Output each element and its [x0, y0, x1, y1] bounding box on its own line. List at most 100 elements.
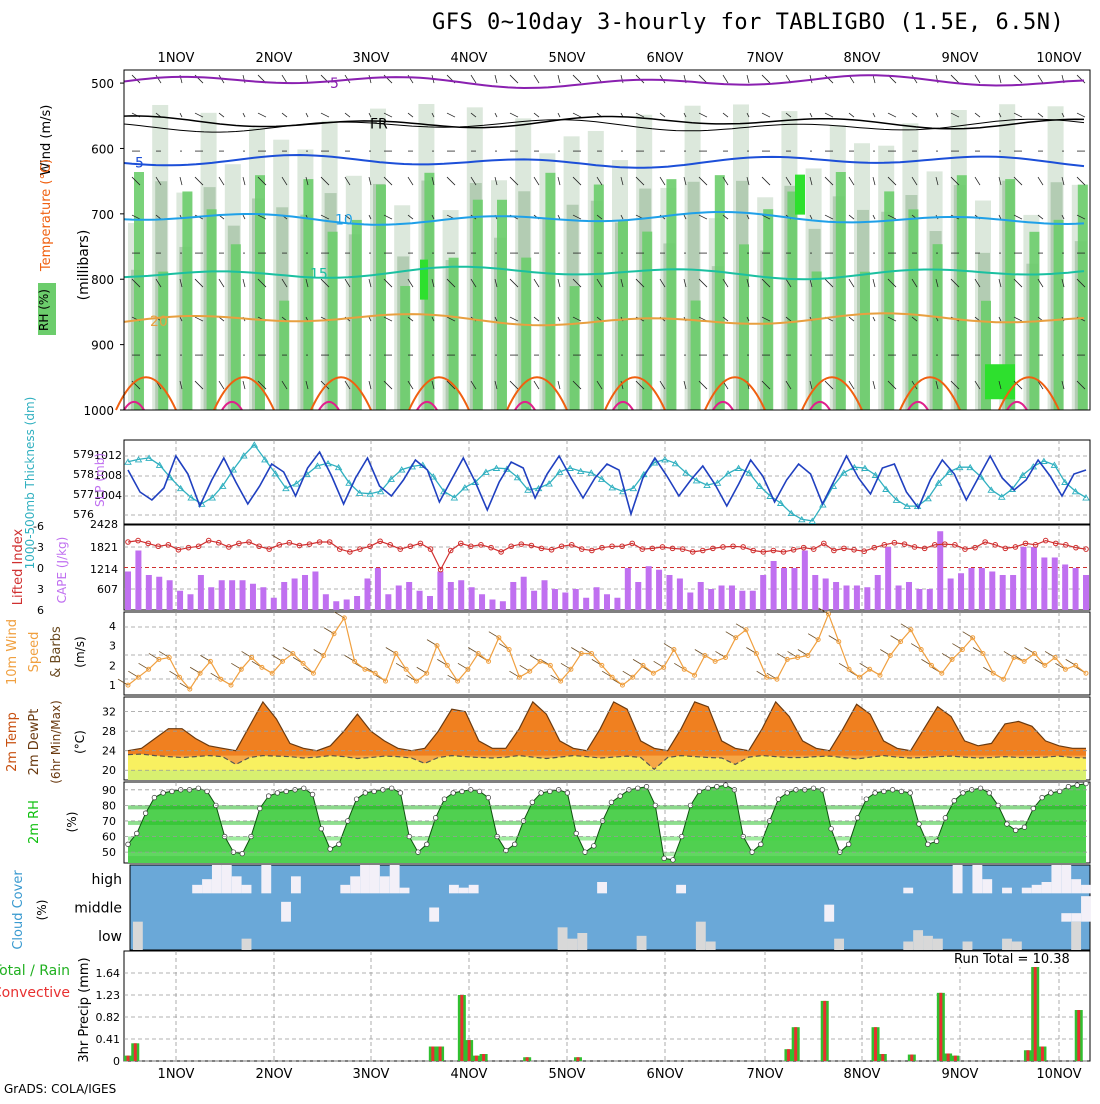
cloud-bar-high: [1002, 887, 1012, 894]
wind-barb: [785, 316, 792, 322]
lifted-marker: [861, 548, 867, 555]
slp-marker: [871, 471, 880, 478]
wind-barb: [1037, 214, 1044, 220]
slp-marker: [566, 464, 574, 471]
lifted-marker: [226, 544, 232, 550]
temp-contour-hot: [514, 400, 536, 411]
cape-bar: [333, 601, 340, 610]
rh-shade-green: [811, 271, 822, 410]
wind10m-marker: [197, 670, 203, 676]
wind10m-marker: [1073, 662, 1079, 668]
rh2m-tick: 60: [102, 831, 116, 844]
slp-marker: [692, 477, 701, 484]
slp-tick: 1004: [94, 489, 122, 502]
slp-marker: [1061, 478, 1069, 485]
cape-bar: [520, 576, 527, 610]
slp-marker: [734, 464, 743, 471]
lifted-marker: [125, 539, 131, 545]
precip-convective-bar: [786, 1049, 790, 1061]
lifted-marker: [185, 544, 192, 551]
slp-marker: [271, 470, 280, 477]
rh2m-marker: [1083, 780, 1089, 787]
rh2m-marker: [353, 796, 360, 802]
lifted-marker: [710, 545, 716, 552]
wind10m-marker: [650, 670, 656, 676]
cloud-bar-high: [389, 865, 400, 894]
lifted-marker: [468, 543, 474, 550]
cloud-bar-low: [923, 935, 933, 950]
temp-contour: [123, 312, 1085, 327]
contour-label: 5: [135, 156, 144, 172]
wind-barb: [407, 278, 414, 288]
wind10m-marker: [135, 674, 141, 680]
wind-barb: [911, 176, 918, 186]
slp-marker: [776, 499, 785, 506]
wind10m-marker: [372, 670, 378, 676]
wind-barb: [194, 176, 204, 186]
slp-marker: [145, 454, 153, 461]
x-label-top: 9NOV: [942, 51, 979, 66]
rh-shade-green: [593, 184, 604, 410]
precip-convective-bar: [482, 1054, 486, 1061]
contour-label: 10: [335, 212, 353, 228]
rh2m-marker: [142, 810, 149, 816]
wind-barb: [305, 380, 309, 390]
lifted-marker: [145, 540, 151, 547]
wind-barb: [887, 214, 897, 220]
wind-barb: [218, 112, 225, 118]
cloud-bar-middle: [1061, 913, 1072, 922]
wind-barb: [887, 112, 897, 118]
slp-marker: [218, 482, 227, 489]
ylabel-temp2m-units: (°C): [73, 730, 87, 754]
slp-marker: [429, 473, 438, 480]
precip-convective-bar: [431, 1046, 435, 1061]
wind-barb: [809, 380, 813, 390]
slp-marker: [608, 484, 617, 491]
temp-contour: [123, 211, 1085, 226]
slp-marker: [724, 470, 732, 477]
rh2m-marker: [977, 785, 984, 791]
wind10m-marker: [702, 652, 708, 658]
wind-barb: [974, 176, 981, 186]
wind-barb: [911, 74, 918, 84]
wind-barb: [557, 112, 561, 118]
wind-barb: [872, 380, 876, 390]
rh2m-marker: [643, 784, 650, 790]
cloud-bar-high: [211, 865, 222, 894]
slp-marker: [1019, 471, 1027, 478]
cape-bar: [541, 580, 548, 610]
ylabel-slp: SLP (mb): [93, 453, 107, 507]
wind10m-tick: 2: [109, 659, 116, 672]
wind10m-marker: [125, 682, 131, 688]
cape-bar: [1041, 557, 1048, 610]
wind-barb: [509, 176, 519, 186]
precip-convective-bar: [438, 1046, 442, 1061]
wind-barb: [557, 74, 561, 84]
cape-tick: 1821: [90, 541, 118, 554]
wind-barb: [242, 74, 246, 84]
wind10m-marker: [815, 637, 821, 643]
wind10m-marker: [928, 662, 934, 668]
wind-barb: [974, 112, 981, 118]
wind-barb: [431, 380, 435, 390]
rh2m-marker: [503, 847, 509, 854]
slp-marker: [966, 463, 974, 471]
cape-bar: [593, 587, 600, 610]
rh2m-marker: [476, 788, 483, 794]
ylabel-wind: Wind (m/s): [39, 105, 54, 176]
rh2m-tick: 70: [102, 815, 116, 828]
slp-marker: [187, 494, 195, 501]
rh2m-marker: [564, 790, 571, 796]
cape-bar: [406, 581, 413, 610]
lifted-marker: [700, 547, 706, 554]
slp-marker: [1082, 494, 1090, 501]
rh2m-marker: [960, 790, 966, 796]
wind10m-marker: [444, 662, 450, 668]
rh2m-marker: [265, 793, 272, 799]
wind10m-marker: [434, 643, 440, 649]
wind10m-marker: [187, 686, 193, 692]
wind-barb: [242, 278, 246, 288]
wind-barb: [848, 380, 855, 390]
x-label-top: 4NOV: [451, 51, 488, 66]
cloud-bar-high: [952, 865, 963, 894]
